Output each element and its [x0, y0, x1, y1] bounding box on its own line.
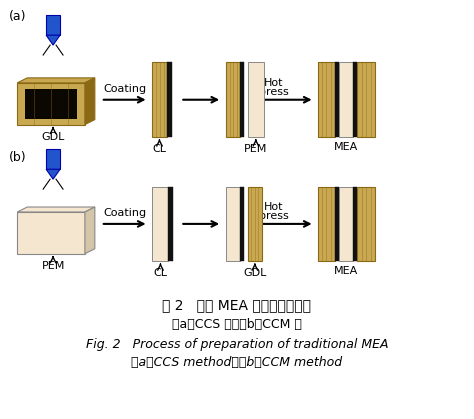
Bar: [248, 62, 264, 137]
Text: press: press: [259, 87, 289, 97]
Text: Hot: Hot: [264, 78, 283, 88]
Text: MEA: MEA: [334, 142, 358, 152]
Bar: [248, 186, 262, 261]
Text: PEM: PEM: [244, 144, 268, 154]
Bar: [353, 62, 357, 137]
Text: GDL: GDL: [243, 268, 266, 278]
Bar: [226, 62, 240, 137]
Text: Fig. 2   Process of preparation of traditional MEA: Fig. 2 Process of preparation of traditi…: [86, 338, 388, 351]
Polygon shape: [85, 78, 95, 124]
Bar: [318, 62, 336, 137]
Text: press: press: [259, 211, 289, 221]
Text: CL: CL: [153, 144, 166, 154]
Bar: [240, 62, 244, 137]
Bar: [336, 62, 339, 137]
Text: （a）CCS method；（b）CCM method: （a）CCS method；（b）CCM method: [131, 356, 343, 369]
Bar: [240, 186, 244, 261]
Bar: [318, 186, 336, 261]
Text: Coating: Coating: [103, 84, 146, 94]
Bar: [168, 186, 173, 261]
Polygon shape: [46, 169, 60, 179]
Polygon shape: [17, 207, 95, 212]
Text: (a): (a): [9, 10, 27, 23]
Text: CL: CL: [154, 268, 167, 278]
Text: MEA: MEA: [334, 266, 358, 276]
Bar: [339, 186, 353, 261]
Polygon shape: [17, 78, 95, 83]
Bar: [46, 150, 60, 169]
Text: Coating: Coating: [103, 208, 146, 218]
Polygon shape: [17, 212, 85, 254]
Polygon shape: [17, 83, 85, 124]
Bar: [339, 62, 353, 137]
Text: PEM: PEM: [41, 261, 65, 271]
Text: （a）CCS 法；（b）CCM 法: （a）CCS 法；（b）CCM 法: [172, 318, 302, 331]
Bar: [153, 62, 167, 137]
Text: (b): (b): [9, 151, 27, 164]
Bar: [357, 62, 375, 137]
Bar: [25, 89, 77, 119]
Text: GDL: GDL: [41, 132, 65, 142]
Bar: [353, 186, 357, 261]
Text: Hot: Hot: [264, 202, 283, 212]
Bar: [46, 16, 60, 35]
Bar: [357, 186, 375, 261]
Bar: [336, 186, 339, 261]
Text: 图 2   传统 MEA 制备流程示意图: 图 2 传统 MEA 制备流程示意图: [163, 298, 311, 313]
Bar: [167, 62, 173, 137]
Bar: [226, 186, 240, 261]
Bar: [153, 186, 168, 261]
Polygon shape: [85, 207, 95, 254]
Polygon shape: [46, 35, 60, 45]
